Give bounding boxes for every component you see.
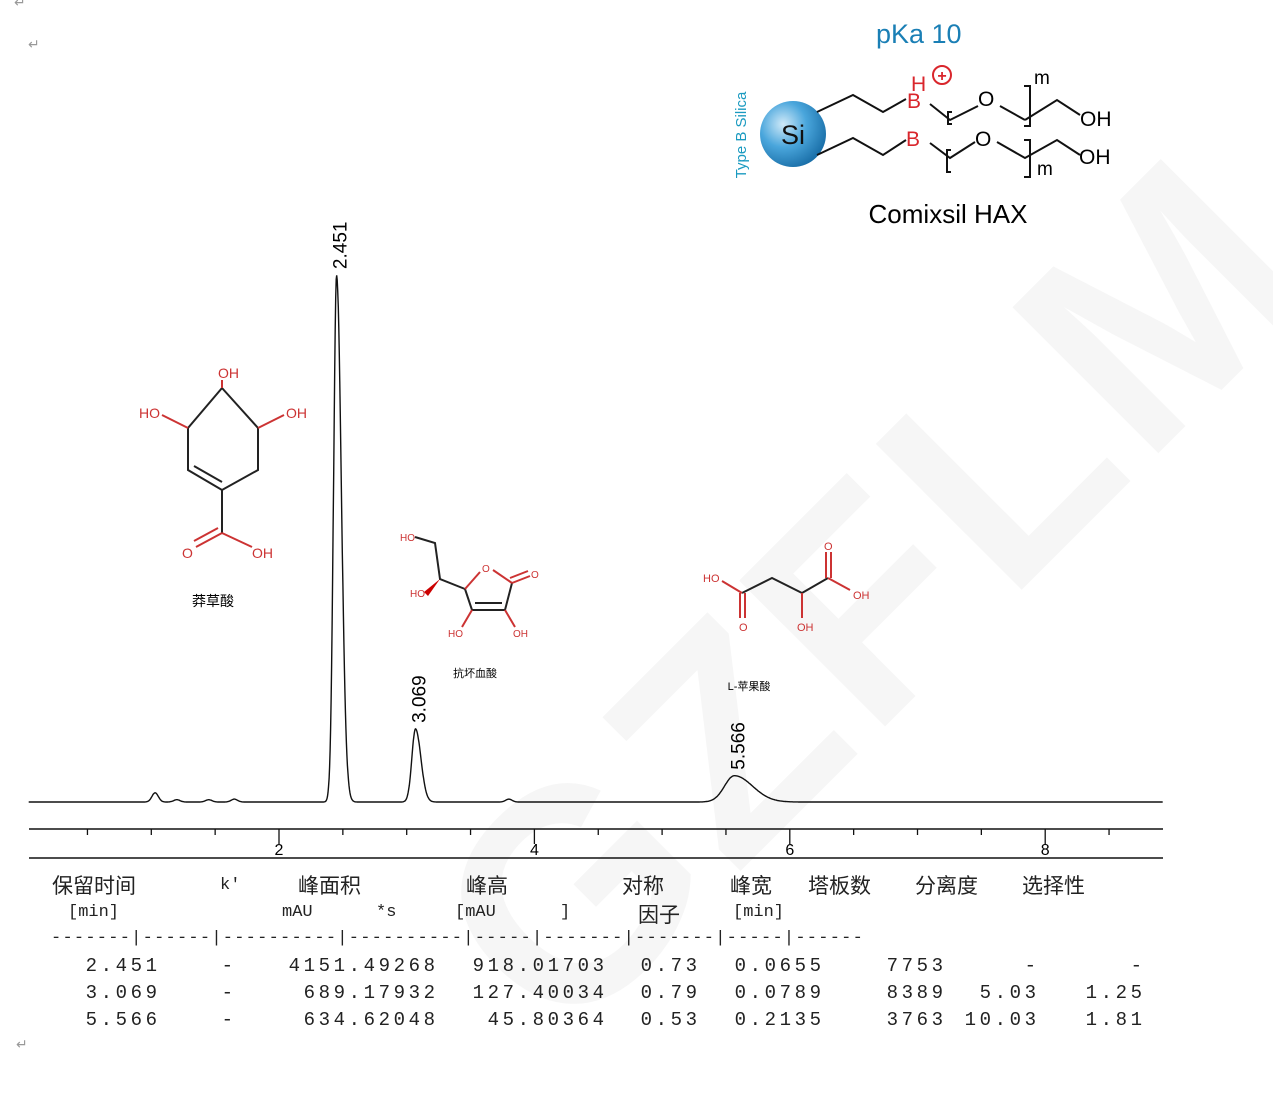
table-cell: 2.451 [85,955,161,977]
table-cell: 0.2135 [734,1009,825,1031]
table-cell: 1.25 [1085,982,1146,1004]
atom-h: H [911,73,926,96]
atom-o: O [975,128,991,151]
atom: HO [400,533,415,544]
atom: OH [853,590,870,602]
charge-sign: + [937,68,946,85]
chromatogram: 2.451 3.069 5.566 2 4 6 8 [28,222,1163,859]
table-cell: - [221,1009,237,1031]
column-header: 峰高 [466,874,508,898]
table-cell: 0.0655 [734,955,825,977]
atom: O [531,570,539,581]
pka-label: pKa 10 [876,19,962,49]
table-cell: 1.81 [1085,1009,1146,1031]
table-cell: 689.17932 [303,982,439,1004]
repeat-m: m [1034,68,1050,89]
atom-oh: OH [1080,108,1112,131]
table-cell: - [1130,955,1146,977]
table-cell: 4151.49268 [288,955,439,977]
atom-b: B [907,90,921,113]
compound-name: L-苹果酸 [728,679,771,693]
atom: HO [703,573,720,585]
shikimic-acid-structure: OH HO OH O OH 莽草酸 [139,365,307,609]
peak-label: 2.451 [331,222,352,270]
column-header: 选择性 [1022,874,1085,898]
table-cell: 10.03 [964,1009,1040,1031]
column-name: Comixsil HAX [869,199,1028,229]
x-tick-label: 2 [275,842,284,859]
column-header: 塔板数 [808,874,871,898]
atom-o: O [978,88,994,111]
atom: O [182,545,193,561]
x-tick-label: 8 [1041,842,1050,859]
column-structure-diagram: pKa 10 Type B Silica Si H + B B O O m m … [733,19,1112,229]
table-cell: 918.01703 [472,955,608,977]
atom: OH [797,622,814,634]
atom: O [482,564,490,575]
malic-acid-structure: HO O O OH OH L-苹果酸 [703,541,870,693]
bonds [816,85,1081,178]
column-header: 分离度 [915,874,978,898]
table-cell: 3763 [886,1009,947,1031]
table-cell: 8389 [886,982,947,1004]
compound-name: 抗坏血酸 [453,666,497,680]
x-tick-label: 6 [785,842,794,859]
atom-b: B [906,128,920,151]
column-header: 峰面积 [298,874,361,898]
paragraph-mark: ↵ [16,1036,28,1052]
table-cell: 634.62048 [303,1009,439,1031]
unit-label: [min] [68,903,120,922]
table-cell: 7753 [886,955,947,977]
silica-sphere [760,101,826,167]
peak-label: 5.566 [728,722,749,770]
atom: O [824,541,833,553]
table-cell: 5.566 [85,1009,161,1031]
atom: OH [513,629,528,640]
atom: HO [139,405,160,421]
x-tick-label: 4 [530,842,539,859]
unit-label: 因子 [638,903,680,927]
ascorbic-acid-structure: HO HO O O HO OH 抗坏血酸 [400,533,539,680]
table-cell: - [221,955,237,977]
atom: HO [448,629,463,640]
table-cell: 127.40034 [472,982,608,1004]
atom: HO [410,589,425,600]
chromatogram-trace [28,275,1163,803]
unit-label: *s [376,903,397,922]
peak-label: 3.069 [410,675,431,723]
column-header: 对称 [622,874,664,898]
table-cell: - [221,982,237,1004]
atom: OH [218,365,239,381]
table-cell: 0.53 [640,1009,701,1031]
unit-label: ] [560,903,571,922]
table-cell: 0.0789 [734,982,825,1004]
unit-label: [mAU [455,903,496,922]
atom: OH [252,545,273,561]
paragraph-mark: ↵ [14,0,26,10]
atom: O [739,622,748,634]
table-cell: - [1024,955,1040,977]
table-cell: 3.069 [85,982,161,1004]
atom: OH [286,405,307,421]
compound-name: 莽草酸 [192,593,234,609]
paragraph-mark: ↵ [28,36,40,52]
unit-label: [min] [733,903,785,922]
table-cell: 0.79 [640,982,701,1004]
positive-charge-icon [932,65,952,85]
table-cell: 0.73 [640,955,701,977]
atom-oh: OH [1079,146,1111,169]
repeat-m: m [1037,159,1053,180]
table-cell: 5.03 [979,982,1040,1004]
column-header: 保留时间 [52,874,136,898]
column-header: k' [220,876,241,895]
table-separator: -------|------|----------|----------|---… [51,929,865,948]
silica-core-label: Si [781,120,805,150]
compound-structures: OH HO OH O OH 莽草酸 HO HO O O HO OH [139,365,870,693]
table-cell: 45.80364 [487,1009,608,1031]
column-header: 峰宽 [730,874,772,898]
unit-label: mAU [282,903,313,922]
silica-type-label: Type B Silica [733,91,750,178]
